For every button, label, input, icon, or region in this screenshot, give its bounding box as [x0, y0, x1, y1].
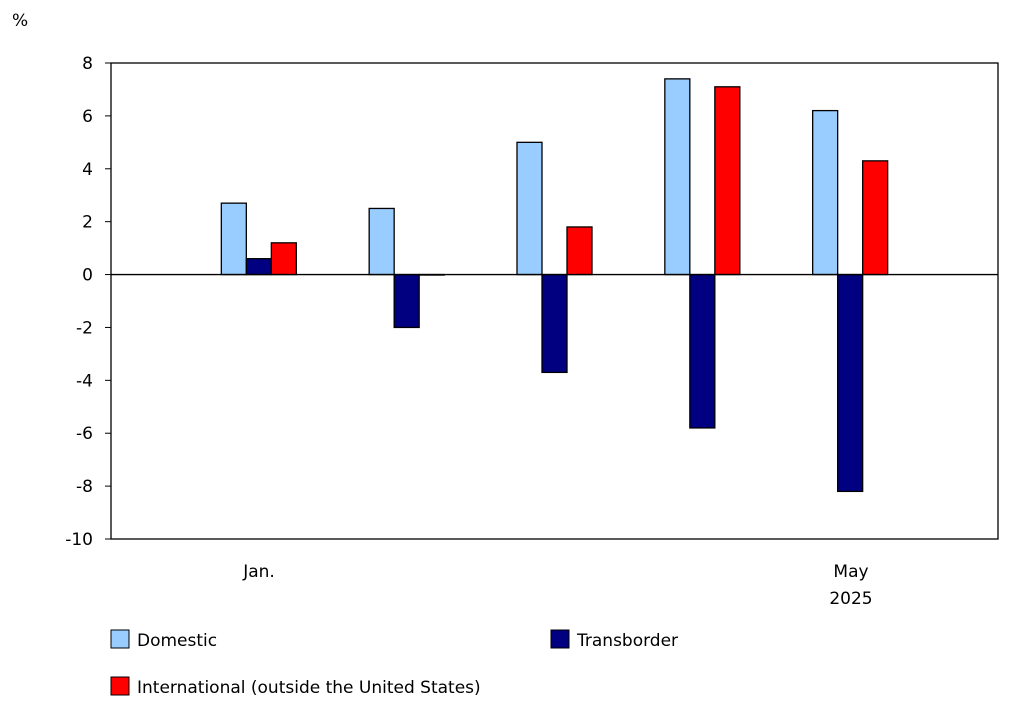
- legend-label-international: International (outside the United States…: [137, 678, 481, 698]
- y-tick-label: -8: [76, 477, 93, 497]
- y-tick-label: 6: [82, 107, 93, 127]
- plot-frame: [110, 62, 999, 540]
- bar-domestic-3: [516, 141, 543, 276]
- bar-domestic-2: [368, 207, 395, 276]
- bar-domestic-4: [664, 78, 691, 276]
- bar-transborder-4: [689, 273, 716, 429]
- legend-swatch-domestic: [110, 629, 130, 649]
- y-axis-label: %: [12, 11, 28, 31]
- x-tick-label-5: May: [833, 562, 868, 582]
- y-tick-label: 8: [82, 54, 93, 74]
- y-tick-label: -10: [65, 530, 93, 550]
- y-tick-label: -6: [76, 424, 93, 444]
- y-tick-label: 2: [82, 213, 93, 233]
- bar-domestic-5: [812, 109, 839, 276]
- bar-domestic-1: [220, 202, 247, 276]
- legend-label-transborder: Transborder: [576, 631, 678, 651]
- bar-transborder-5: [837, 273, 864, 493]
- bar-international-5: [862, 160, 889, 276]
- legend-label-domestic: Domestic: [137, 631, 217, 651]
- bar-transborder-2: [393, 273, 420, 329]
- y-tick-label: 4: [82, 160, 93, 180]
- y-tick-label: -2: [76, 318, 93, 338]
- x-tick-label-1: Jan.: [242, 562, 275, 582]
- legend: Domestic Transborder International (outs…: [110, 629, 678, 698]
- x-year-label: 2025: [829, 589, 872, 609]
- bar-transborder-1: [245, 258, 272, 276]
- legend-swatch-transborder: [550, 629, 570, 649]
- bar-international-3: [566, 226, 593, 276]
- y-tick-label: -4: [76, 371, 93, 391]
- y-tick-label: 0: [82, 266, 93, 286]
- bar-international-1: [270, 242, 297, 276]
- legend-swatch-international: [110, 676, 130, 696]
- bar-transborder-3: [541, 273, 568, 374]
- bar-international-4: [714, 86, 741, 276]
